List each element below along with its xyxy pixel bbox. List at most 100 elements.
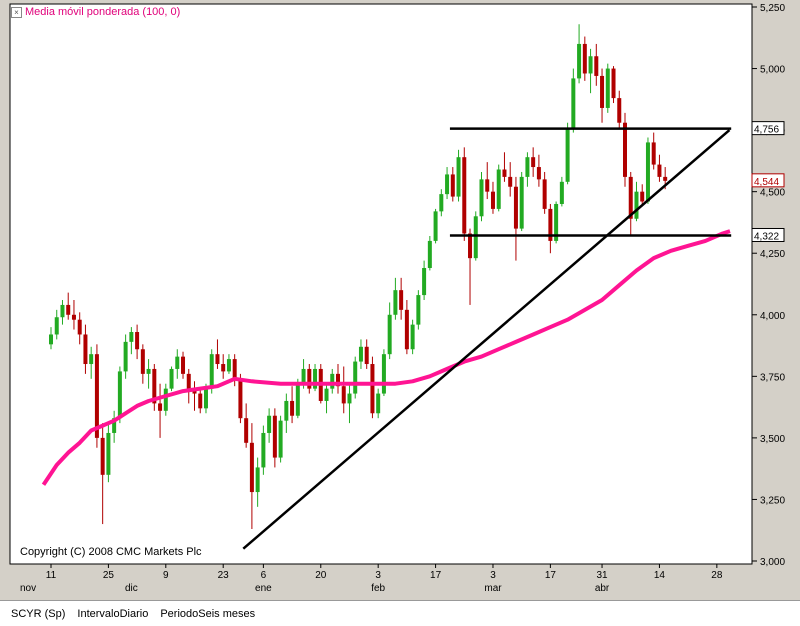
candle-body: [301, 368, 306, 384]
candle: [330, 368, 335, 394]
candle: [221, 354, 226, 379]
x-tick-label: 3: [375, 570, 381, 581]
candle-body: [571, 78, 576, 128]
candle-body: [244, 418, 249, 443]
candle-body: [456, 157, 461, 197]
interval-label[interactable]: IntervaloDiario: [77, 607, 149, 620]
candle: [341, 366, 346, 414]
candle: [169, 366, 174, 392]
candle-body: [203, 388, 208, 409]
candle-body: [536, 167, 541, 180]
candle: [226, 354, 231, 374]
candle: [376, 388, 381, 419]
candle: [186, 368, 191, 404]
candle: [100, 423, 105, 525]
candle: [450, 167, 455, 202]
candle-body: [519, 176, 524, 229]
candle: [353, 356, 358, 399]
month-label: dic: [125, 583, 138, 594]
candle: [49, 327, 53, 350]
candle: [66, 292, 71, 320]
candle-body: [313, 368, 318, 389]
candle-body: [336, 373, 340, 387]
candle: [399, 277, 404, 320]
candle-body: [554, 203, 559, 241]
candle-body: [54, 317, 59, 335]
candle-body: [594, 56, 599, 76]
candle: [416, 290, 421, 330]
candle: [272, 408, 277, 468]
candle: [123, 334, 128, 379]
candle: [152, 364, 157, 411]
candle-body: [600, 75, 605, 108]
candle: [215, 339, 220, 369]
y-tick-label: 4,500: [760, 188, 785, 199]
candle: [71, 300, 76, 330]
candle-body: [181, 356, 186, 374]
candle-body: [169, 368, 174, 389]
candle: [433, 208, 438, 244]
y-tick-label: 5,000: [760, 65, 785, 76]
candle-body: [513, 186, 518, 229]
plot-area: [9, 3, 753, 565]
x-tick-label: 31: [596, 570, 608, 581]
candle-body: [290, 400, 295, 416]
candle: [571, 68, 576, 133]
candle: [146, 359, 151, 389]
candle-body: [410, 324, 415, 350]
candle: [60, 300, 65, 325]
x-tick-label: 20: [315, 570, 327, 581]
close-icon[interactable]: ×: [11, 6, 22, 18]
candle-body: [588, 56, 593, 74]
candle-body: [295, 383, 300, 416]
candle-body: [307, 368, 312, 389]
candle: [439, 189, 444, 217]
candle: [129, 327, 134, 355]
candle-body: [215, 354, 220, 365]
candle: [117, 366, 122, 424]
candle: [422, 260, 427, 301]
trend-line: [242, 129, 731, 550]
symbol-label[interactable]: SCYR (Sp): [11, 607, 66, 620]
candle-body: [77, 319, 82, 335]
candle: [536, 154, 541, 187]
month-label: mar: [484, 583, 502, 594]
candle: [513, 176, 518, 261]
x-tick-label: 6: [261, 570, 267, 581]
candle: [290, 386, 295, 424]
support-price-tag-label: 4,322: [754, 231, 779, 242]
indicator-label: Media móvil ponderada (100, 0): [25, 6, 181, 18]
candle: [508, 162, 513, 197]
candle-body: [89, 354, 94, 365]
candle-body: [450, 174, 455, 197]
candle-body: [445, 174, 450, 195]
candle: [628, 171, 633, 236]
candle-body: [364, 346, 369, 365]
candle: [410, 319, 415, 355]
candle: [542, 171, 547, 214]
candle: [427, 235, 432, 271]
candle-body: [399, 290, 404, 310]
x-axis: 11 25 9 23 6 20 3 17 3 17 31 14 28 nov dic ene feb mar abr: [20, 564, 723, 594]
candle-body: [479, 179, 484, 217]
candle-body: [152, 368, 157, 404]
x-tick-label: 9: [163, 570, 169, 581]
indicator-legend[interactable]: × Media móvil ponderada (100, 0): [11, 6, 181, 18]
price-tags: 4,756 4,322 4,544: [751, 121, 785, 242]
candle-body: [49, 334, 53, 345]
x-tick-label: 3: [490, 570, 496, 581]
candle: [336, 364, 340, 394]
period-label[interactable]: PeriodoSeis meses: [160, 607, 256, 620]
x-tick-label: 28: [711, 570, 723, 581]
candle: [490, 181, 495, 214]
candle-body: [640, 191, 645, 202]
candle: [611, 66, 616, 104]
candle-body: [370, 364, 375, 414]
last-price-tag: 4,544: [751, 173, 785, 188]
candle-body: [427, 240, 432, 268]
candle: [83, 324, 88, 374]
x-tick-label: 11: [46, 570, 57, 581]
candle-body: [106, 432, 111, 475]
candle: [238, 373, 243, 424]
candle: [582, 36, 587, 81]
